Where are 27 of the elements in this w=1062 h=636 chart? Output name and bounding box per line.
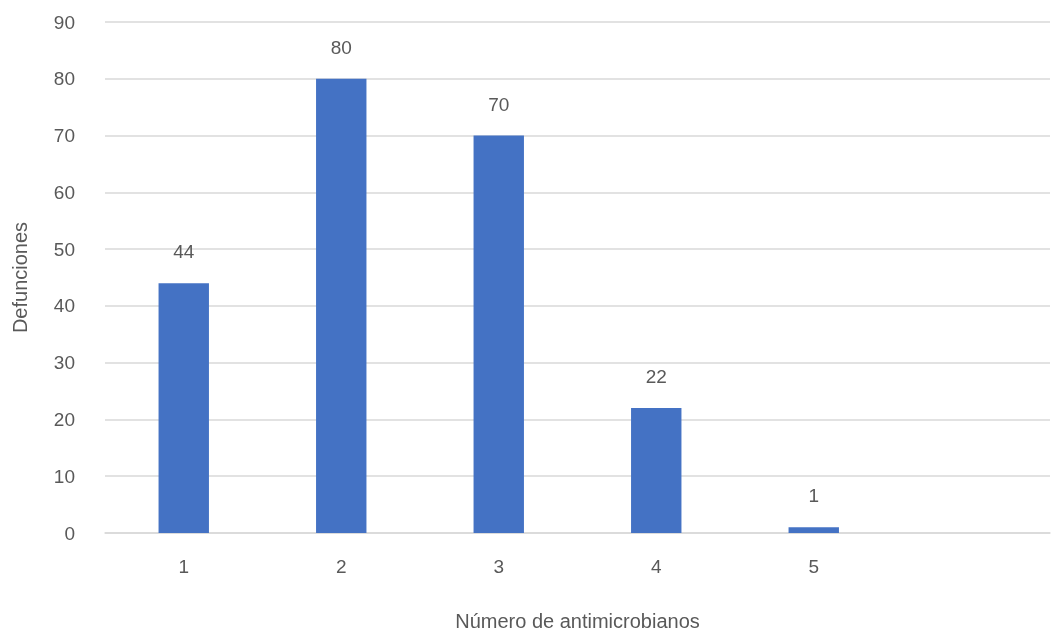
y-axis-title: Defunciones [9,221,31,334]
x-tick-label: 1 [178,556,190,577]
bar [316,78,367,533]
x-axis-title: Número de antimicrobianos [455,610,700,632]
data-label: 70 [488,93,510,115]
y-tick-label: 50 [53,238,75,260]
y-tick-label: 0 [64,522,75,544]
bar [158,283,209,533]
y-tick-label: 30 [53,352,75,374]
y-tick-label: 90 [53,11,75,33]
x-tick-label: 4 [650,556,662,577]
y-tick-label: 40 [53,295,75,317]
x-tick-label: 2 [335,556,347,577]
bar [788,527,839,533]
data-label: 80 [330,36,352,58]
bar [631,408,682,533]
y-tick-label: 60 [53,181,75,203]
data-label: 1 [808,485,820,507]
x-tick-label: 3 [493,556,505,577]
y-tick-label: 20 [53,408,75,430]
data-label: 44 [173,241,195,263]
data-label: 22 [645,366,667,388]
bar [473,135,524,533]
x-tick-label: 5 [808,556,820,577]
y-tick-label: 80 [53,68,75,90]
y-tick-label: 10 [53,465,75,487]
y-tick-label: 70 [53,125,75,147]
